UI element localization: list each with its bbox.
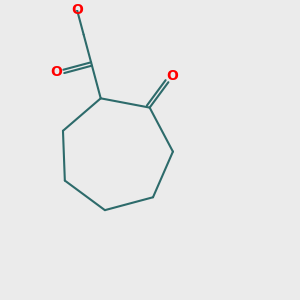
Text: O: O (50, 64, 62, 79)
Text: O: O (167, 69, 178, 83)
Text: O: O (71, 3, 83, 17)
